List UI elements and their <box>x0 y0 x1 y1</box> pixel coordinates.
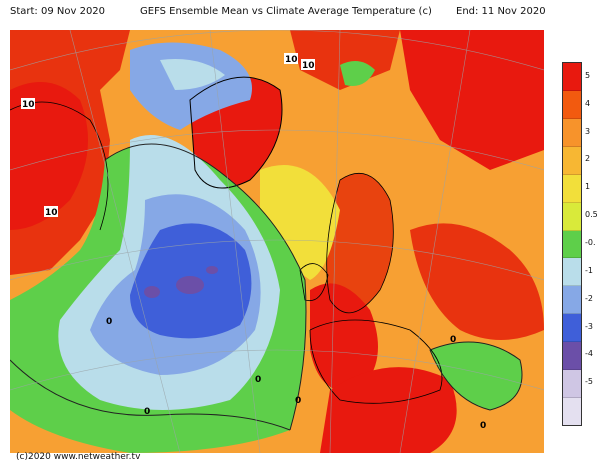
greenland-outline <box>189 76 283 189</box>
contour-label-0-d: 0 <box>295 396 301 406</box>
zero-contour-2 <box>10 359 291 431</box>
color-legend <box>562 62 582 426</box>
legend-swatch <box>563 370 581 399</box>
region-canada-hottest <box>10 82 88 230</box>
legend-tick-label: 1 <box>585 182 591 192</box>
region-cold-core-2 <box>144 286 160 298</box>
contour-label-10-b: 10 <box>302 61 315 71</box>
region-arctic-islands-light <box>160 59 225 90</box>
zero-contour-3 <box>429 341 523 411</box>
legend-tick-label: -3 <box>585 321 593 331</box>
legend-tick-label: 5 <box>585 70 591 80</box>
legend-tick-label: -5 <box>585 377 593 387</box>
legend-swatch <box>563 63 581 91</box>
map-title: GEFS Ensemble Mean vs Climate Average Te… <box>140 6 432 17</box>
label-box-10-b <box>301 59 315 70</box>
label-box-10-a <box>284 53 298 64</box>
map-canvas: 10 10 10 10 0 0 0 0 0 0 <box>10 30 544 453</box>
legend-swatch <box>563 230 581 259</box>
contour-label-0-e: 0 <box>450 335 456 345</box>
region-arctic-hot <box>290 30 400 90</box>
legend-tick-label: 3 <box>585 126 591 136</box>
scandinavia-outline <box>326 172 394 314</box>
canada-outline <box>10 101 109 231</box>
region-east-europe-hot <box>410 223 544 340</box>
legend-swatch <box>563 286 581 315</box>
region-med-green <box>430 342 522 410</box>
legend-swatch <box>563 258 581 287</box>
region-scandinavia-hot <box>326 173 394 313</box>
legend-swatch <box>563 146 581 175</box>
legend-tick-label: -4 <box>585 349 593 359</box>
region-france-hot <box>310 283 378 392</box>
temperature-anomaly-map: 10 10 10 10 0 0 0 0 0 0 <box>10 30 544 453</box>
legend-tick-label: -0. <box>585 238 596 247</box>
legend-swatch <box>563 398 581 425</box>
legend-swatch <box>563 314 581 343</box>
europe-outline <box>309 319 443 404</box>
contour-label-0-f: 0 <box>480 421 486 431</box>
legend-swatch <box>563 90 581 119</box>
legend-swatch <box>563 202 581 231</box>
contour-label-10-c: 10 <box>22 100 35 110</box>
contour-label-10-a: 10 <box>285 55 298 65</box>
region-cold-core-3 <box>206 266 218 274</box>
legend-swatch <box>563 342 581 371</box>
end-date: End: 11 Nov 2020 <box>456 6 546 17</box>
credit-text: (c)2020 www.netweather.tv <box>16 452 141 462</box>
region-north-africa-hot <box>320 367 457 453</box>
region-russia-hot <box>400 30 544 170</box>
legend-tick-label: 0.5 <box>585 210 598 220</box>
region-cold-core-1 <box>176 276 204 294</box>
region-arctic-green <box>340 61 375 86</box>
contour-label-0-c: 0 <box>144 407 150 417</box>
contour-label-10-d: 10 <box>45 208 58 218</box>
legend-tick-label: -1 <box>585 265 593 275</box>
label-box-10-d <box>44 206 58 217</box>
uk-outline <box>299 263 329 302</box>
legend-swatch <box>563 174 581 203</box>
legend-tick-label: -2 <box>585 293 593 303</box>
legend-swatch <box>563 118 581 147</box>
label-box-10-c <box>21 98 35 109</box>
map-grid <box>10 30 544 453</box>
contour-label-0-a: 0 <box>255 375 261 385</box>
contour-label-0-b: 0 <box>106 317 112 327</box>
legend-tick-label: 4 <box>585 98 591 108</box>
legend-tick-label: 2 <box>585 154 591 164</box>
zero-contour-1 <box>104 143 307 431</box>
start-date: Start: 09 Nov 2020 <box>10 6 106 17</box>
